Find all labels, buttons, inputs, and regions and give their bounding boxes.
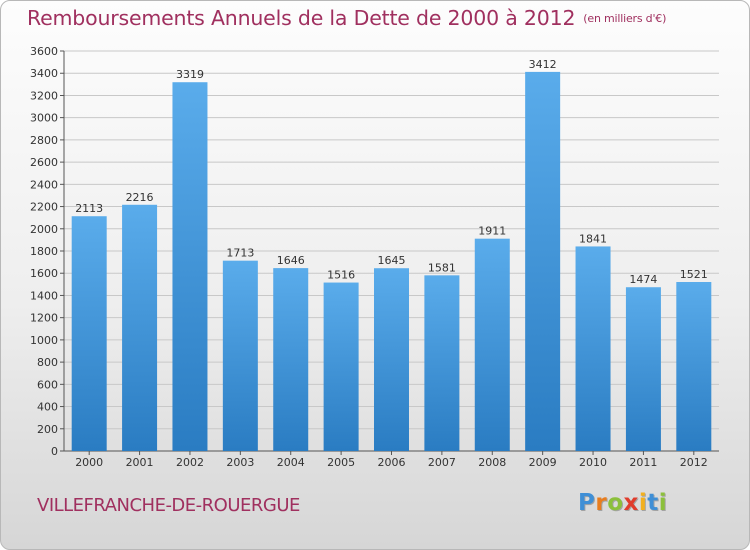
bar-2010 — [575, 246, 611, 451]
logo-letter: o — [607, 490, 624, 516]
x-tick-label-2010: 2010 — [579, 456, 607, 469]
bar-2011 — [625, 287, 661, 451]
x-tick-label-2009: 2009 — [529, 456, 557, 469]
value-label-2009: 3412 — [529, 58, 557, 71]
bar-2007 — [424, 275, 460, 451]
bar-2005 — [323, 282, 359, 451]
city-name: VILLEFRANCHE-DE-ROUERGUE — [37, 495, 300, 516]
y-tick-label: 200 — [37, 423, 58, 436]
x-tick-labels: 2000 2001 2002 2003 2004 2005 2006 2007 2008 2009… — [75, 456, 708, 469]
value-label-2007: 1581 — [428, 261, 456, 274]
bar-2006 — [374, 268, 409, 451]
value-label-2004: 1646 — [277, 254, 305, 267]
y-tick-label: 3600 — [30, 45, 58, 58]
value-label-2000: 2113 — [75, 202, 103, 215]
value-label-2012: 1521 — [680, 268, 708, 281]
value-label-2001: 2216 — [126, 191, 154, 204]
title-text: Remboursements Annuels de la Dette de 20… — [27, 6, 576, 30]
value-labels: 2113 2216 3319 1713 1646 1516 1645 1581 1911 3412… — [75, 58, 708, 286]
bars — [71, 71, 712, 451]
y-tick-label: 1000 — [30, 334, 58, 347]
x-tick-label-2004: 2004 — [277, 456, 305, 469]
y-tick-label: 2600 — [30, 156, 58, 169]
x-tick-label-2008: 2008 — [478, 456, 506, 469]
logo-letter: x — [623, 490, 639, 516]
y-tick-label: 1200 — [30, 312, 58, 325]
bar-2001 — [122, 204, 158, 451]
y-tick-label: 2800 — [30, 134, 58, 147]
x-tick-label-2012: 2012 — [680, 456, 708, 469]
bar-2002 — [172, 82, 208, 451]
bar-2003 — [222, 260, 258, 451]
proxiti-logo[interactable]: Proxiti — [578, 490, 667, 516]
y-tick-label: 1600 — [30, 267, 58, 280]
value-label-2005: 1516 — [327, 269, 355, 282]
y-tick-label: 3400 — [30, 67, 58, 80]
y-tick-label: 800 — [37, 356, 58, 369]
x-tick-label-2003: 2003 — [226, 456, 254, 469]
x-tick-label-2002: 2002 — [176, 456, 204, 469]
bar-2009 — [525, 71, 561, 451]
value-label-2002: 3319 — [176, 68, 204, 81]
y-tick-label: 2200 — [30, 201, 58, 214]
y-tick-label: 0 — [51, 445, 58, 458]
y-tick-label: 1400 — [30, 289, 58, 302]
y-tick-label: 1800 — [30, 245, 58, 258]
bar-2004 — [273, 268, 309, 451]
x-tick-label-2011: 2011 — [629, 456, 657, 469]
y-tick-label: 3200 — [30, 89, 58, 102]
title-unit: (en milliers d'€) — [583, 12, 667, 25]
logo-letter: i — [658, 490, 668, 516]
value-label-2006: 1645 — [378, 254, 406, 267]
x-tick-label-2000: 2000 — [75, 456, 103, 469]
value-label-2008: 1911 — [478, 225, 506, 238]
bar-2012 — [676, 282, 712, 451]
y-tick-label: 2000 — [30, 223, 58, 236]
y-tick-label: 3000 — [30, 112, 58, 125]
y-tick-labels: 0 200 400 600 800 1000 1200 1400 1600 1800 2000 220… — [30, 45, 58, 458]
x-tick-label-2005: 2005 — [327, 456, 355, 469]
logo-letter: r — [595, 490, 608, 516]
value-label-2010: 1841 — [579, 232, 607, 245]
logo-letter: t — [647, 490, 659, 516]
bar-2000 — [71, 216, 107, 451]
value-label-2011: 1474 — [629, 273, 657, 286]
bar-2008 — [474, 238, 510, 451]
value-label-2003: 1713 — [226, 247, 254, 260]
y-tick-label: 600 — [37, 378, 58, 391]
x-tick-label-2006: 2006 — [378, 456, 406, 469]
logo-letter: i — [638, 490, 648, 516]
logo-letter: P — [578, 490, 596, 516]
chart-title: Remboursements Annuels de la Dette de 20… — [27, 6, 666, 30]
y-tick-label: 2400 — [30, 178, 58, 191]
x-tick-label-2007: 2007 — [428, 456, 456, 469]
x-tick-label-2001: 2001 — [126, 456, 154, 469]
y-tick-label: 400 — [37, 401, 58, 414]
